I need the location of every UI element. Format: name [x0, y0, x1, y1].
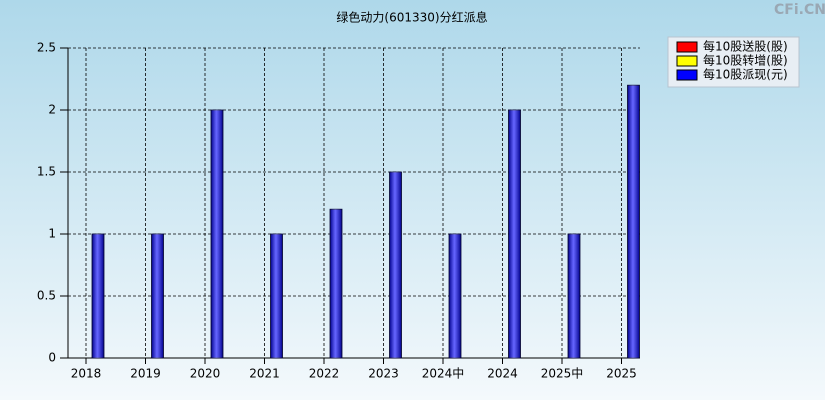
- y-tick-label: 1.5: [37, 165, 56, 179]
- legend-swatch: [676, 55, 698, 67]
- bar-shade: [449, 234, 461, 358]
- legend-label: 每10股送股(股): [703, 39, 788, 54]
- watermark: CFi.CN: [774, 2, 825, 18]
- x-tick-label: 2023: [368, 367, 399, 381]
- bar-shade: [151, 234, 164, 358]
- bar-shade: [627, 85, 640, 358]
- x-tick-label: 2022: [309, 367, 340, 381]
- chart-title: 绿色动力(601330)分红派息: [336, 10, 487, 25]
- y-tick-label: 2: [48, 103, 56, 117]
- legend-label: 每10股转增(股): [703, 53, 788, 68]
- bar-shade: [568, 234, 580, 358]
- bar-shade: [92, 234, 104, 358]
- y-tick-label: 2.5: [37, 41, 56, 55]
- y-tick-label: 1: [48, 227, 56, 241]
- legend-swatch: [676, 69, 698, 81]
- x-tick-label: 2021: [249, 367, 280, 381]
- x-tick-label: 2025中: [541, 366, 584, 381]
- bar-shade: [330, 209, 342, 358]
- y-tick-label: 0.5: [37, 289, 56, 303]
- y-tick-label: 0: [48, 351, 56, 365]
- x-tick-label: 2024: [487, 367, 518, 381]
- bar-shade: [508, 110, 521, 358]
- x-tick-label: 2018: [71, 367, 102, 381]
- x-tick-label: 2019: [130, 367, 161, 381]
- legend-swatch: [676, 41, 698, 53]
- bar-shade: [270, 234, 283, 358]
- x-tick-label: 2024中: [422, 366, 465, 381]
- bar-shade: [389, 172, 402, 358]
- legend-label: 每10股派现(元): [703, 67, 788, 82]
- x-tick-label: 2025: [606, 367, 637, 381]
- bar-shade: [211, 110, 223, 358]
- x-tick-label: 2020: [190, 367, 221, 381]
